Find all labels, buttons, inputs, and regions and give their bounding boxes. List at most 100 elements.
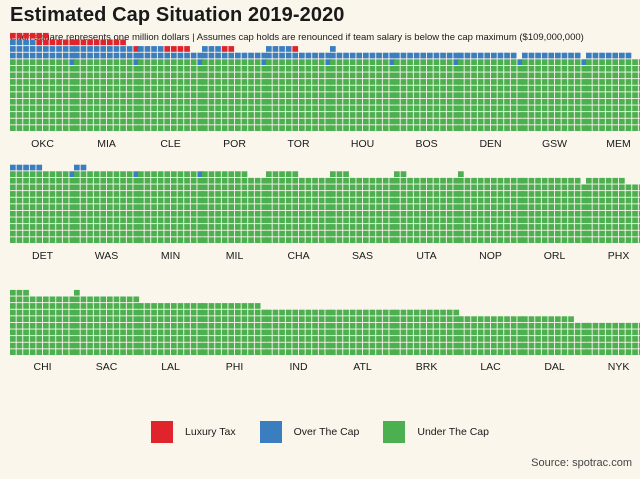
square-under-cap bbox=[279, 92, 285, 98]
square-under-cap bbox=[453, 224, 460, 230]
square-under-cap bbox=[221, 65, 228, 72]
square-luxury-tax bbox=[171, 46, 177, 52]
square-over-cap bbox=[107, 46, 113, 52]
square-under-cap bbox=[612, 336, 619, 342]
square-under-cap bbox=[305, 65, 312, 72]
square-under-cap bbox=[235, 59, 241, 65]
square-under-cap bbox=[126, 349, 133, 355]
square-under-cap bbox=[586, 85, 592, 92]
square-under-cap bbox=[292, 217, 299, 224]
square-under-cap bbox=[133, 322, 140, 329]
square-under-cap bbox=[407, 349, 413, 355]
square-under-cap bbox=[535, 224, 541, 230]
square-under-cap bbox=[49, 230, 56, 237]
square-under-cap bbox=[69, 105, 76, 112]
square-under-cap bbox=[638, 191, 640, 197]
square-under-cap bbox=[254, 92, 261, 98]
square-under-cap bbox=[522, 204, 528, 210]
square-under-cap bbox=[62, 309, 69, 316]
square-under-cap bbox=[164, 230, 171, 237]
square-under-cap bbox=[120, 316, 126, 322]
square-under-cap bbox=[497, 204, 504, 210]
square-under-cap bbox=[586, 98, 592, 105]
square-under-cap bbox=[586, 349, 592, 355]
square-under-cap bbox=[292, 118, 299, 125]
square-under-cap bbox=[427, 79, 433, 85]
square-under-cap bbox=[356, 98, 363, 105]
square-under-cap bbox=[400, 329, 407, 336]
square-under-cap bbox=[325, 92, 332, 98]
square-under-cap bbox=[497, 322, 504, 329]
square-under-cap bbox=[619, 98, 625, 105]
square-under-cap bbox=[599, 336, 605, 342]
square-under-cap bbox=[171, 118, 177, 125]
square-under-cap bbox=[56, 349, 62, 355]
square-under-cap bbox=[619, 342, 625, 349]
square-under-cap bbox=[228, 79, 235, 85]
square-under-cap bbox=[477, 322, 484, 329]
square-under-cap bbox=[535, 316, 541, 322]
square-under-cap bbox=[254, 105, 261, 112]
square-under-cap bbox=[254, 177, 261, 184]
square-under-cap bbox=[272, 237, 279, 243]
square-under-cap bbox=[100, 85, 107, 92]
square-under-cap bbox=[266, 217, 272, 224]
square-under-cap bbox=[202, 309, 208, 316]
square-under-cap bbox=[177, 342, 184, 349]
square-under-cap bbox=[574, 336, 581, 342]
square-under-cap bbox=[407, 85, 413, 92]
square-under-cap bbox=[279, 85, 285, 92]
square-under-cap bbox=[605, 230, 612, 237]
square-under-cap bbox=[325, 329, 332, 336]
square-under-cap bbox=[279, 349, 285, 355]
square-under-cap bbox=[453, 72, 460, 79]
square-over-cap bbox=[133, 171, 140, 177]
square-under-cap bbox=[336, 237, 343, 243]
square-under-cap bbox=[612, 125, 619, 131]
square-under-cap bbox=[433, 177, 440, 184]
square-under-cap bbox=[133, 184, 140, 191]
square-under-cap bbox=[266, 72, 272, 79]
square-under-cap bbox=[356, 79, 363, 85]
square-under-cap bbox=[548, 349, 555, 355]
square-under-cap bbox=[446, 184, 453, 191]
square-over-cap bbox=[491, 52, 497, 59]
square-under-cap bbox=[190, 322, 197, 329]
square-under-cap bbox=[184, 342, 190, 349]
square-under-cap bbox=[80, 118, 87, 125]
square-under-cap bbox=[458, 322, 464, 329]
square-under-cap bbox=[420, 177, 427, 184]
square-under-cap bbox=[394, 98, 400, 105]
square-under-cap bbox=[363, 65, 369, 72]
square-under-cap bbox=[16, 210, 23, 217]
square-under-cap bbox=[80, 59, 87, 65]
square-under-cap bbox=[305, 98, 312, 105]
square-under-cap bbox=[400, 342, 407, 349]
square-under-cap bbox=[484, 322, 491, 329]
square-under-cap bbox=[215, 184, 221, 191]
square-under-cap bbox=[272, 59, 279, 65]
square-under-cap bbox=[62, 217, 69, 224]
square-under-cap bbox=[23, 309, 29, 316]
square-under-cap bbox=[343, 230, 349, 237]
square-under-cap bbox=[504, 349, 510, 355]
square-under-cap bbox=[369, 184, 376, 191]
square-under-cap bbox=[272, 112, 279, 118]
square-under-cap bbox=[87, 336, 93, 342]
square-under-cap bbox=[638, 336, 640, 342]
square-under-cap bbox=[510, 177, 517, 184]
team-label: ORL bbox=[544, 250, 566, 262]
square-under-cap bbox=[625, 204, 632, 210]
square-under-cap bbox=[433, 316, 440, 322]
square-under-cap bbox=[632, 92, 638, 98]
square-under-cap bbox=[535, 210, 541, 217]
square-under-cap bbox=[504, 65, 510, 72]
square-under-cap bbox=[138, 303, 144, 309]
square-under-cap bbox=[458, 342, 464, 349]
square-under-cap bbox=[23, 237, 29, 243]
square-under-cap bbox=[10, 329, 16, 336]
square-under-cap bbox=[241, 329, 248, 336]
square-under-cap bbox=[248, 72, 254, 79]
square-under-cap bbox=[464, 85, 471, 92]
square-under-cap bbox=[433, 85, 440, 92]
